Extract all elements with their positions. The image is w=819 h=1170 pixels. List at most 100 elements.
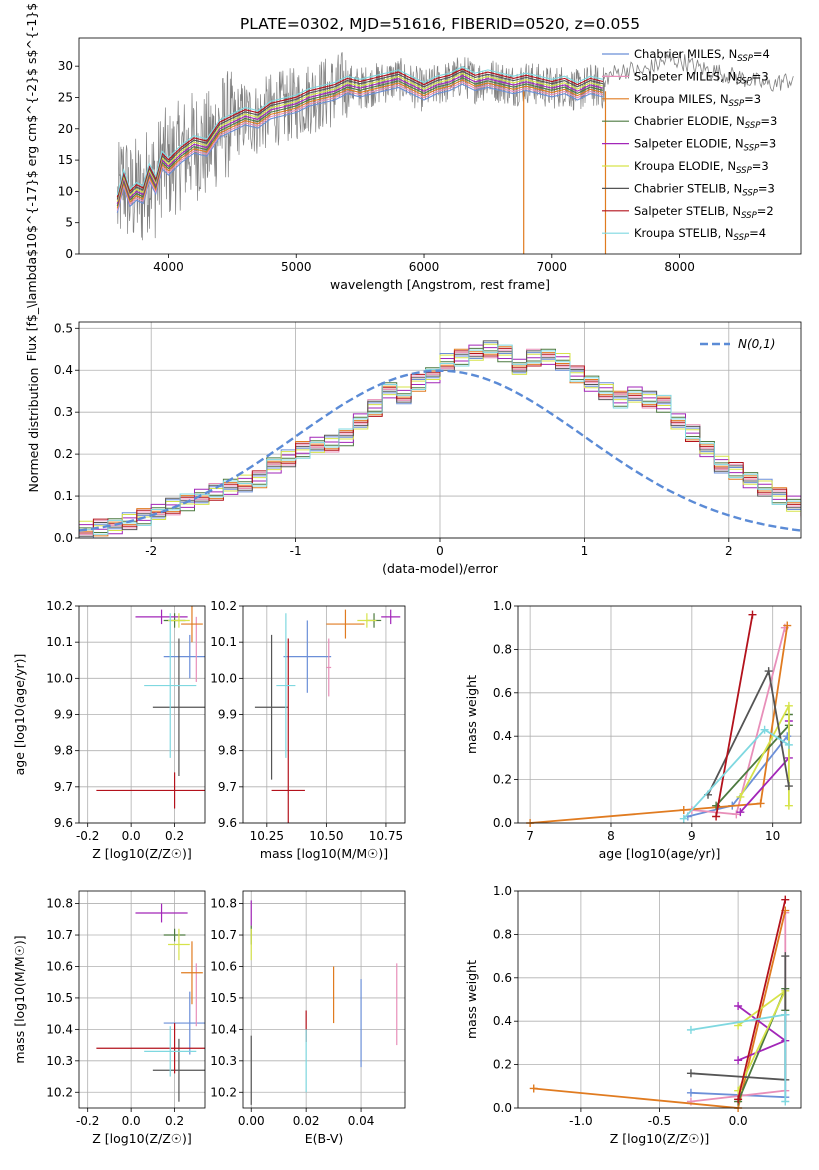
axes-frame [78, 605, 206, 824]
x-tick-label: 8000 [664, 260, 695, 274]
y-tick-label: 10.0 [46, 671, 73, 685]
legend-label: Chabrier MILES, NSSP=4 [634, 47, 770, 64]
weight-marker [712, 812, 721, 821]
observed-spectrum-tail [602, 52, 794, 92]
x-tick-label: -0.5 [648, 1114, 671, 1128]
y-tick-label: 10.6 [210, 959, 237, 973]
y-axis-label: age [log10(age/yr)] [12, 654, 27, 776]
x-tick-label: 9 [688, 829, 696, 843]
x-tick-label: -2 [145, 544, 157, 558]
weight-marker [781, 1010, 790, 1019]
figure-title: PLATE=0302, MJD=51616, FIBERID=0520, z=0… [240, 15, 640, 33]
axes-frame [517, 605, 802, 824]
y-tick-label: 10.2 [210, 1085, 237, 1099]
x-tick-label: 6000 [409, 260, 440, 274]
weight-line [715, 614, 754, 817]
x-axis-label: Z [log10(Z/Z☉)] [92, 1131, 192, 1146]
weight-marker [784, 701, 793, 710]
y-tick-label: 10 [58, 184, 73, 198]
weight-marker [748, 610, 757, 619]
y-tick-label: 10.6 [46, 959, 73, 973]
y-tick-label: 10.2 [46, 599, 73, 613]
legend-label: N(0,1) [738, 337, 775, 351]
y-tick-label: 1.0 [493, 599, 512, 613]
y-tick-label: 10.5 [210, 991, 237, 1005]
y-tick-label: 1.0 [493, 884, 512, 898]
y-tick-label: 10.3 [210, 1054, 237, 1068]
y-tick-label: 0.0 [54, 531, 73, 545]
weight-marker [783, 732, 792, 741]
axes-frame [517, 890, 802, 1109]
y-axis-label: mass weight [464, 960, 479, 1039]
y-tick-label: 15 [58, 153, 73, 167]
y-tick-label: 0.4 [54, 363, 73, 377]
y-tick-label: 30 [58, 59, 73, 73]
x-axis-label: mass [log10(M/M☉)] [260, 846, 388, 861]
x-tick-label: 0.2 [165, 829, 184, 843]
y-tick-label: 0.5 [54, 321, 73, 335]
x-tick-label: 4000 [153, 260, 184, 274]
mass-vs-age-panel: 10.25 10.50 10.75 9.6 9.7 9.8 9.9 10.0 10.1 10.2 m… [210, 599, 406, 861]
y-tick-label: 10.8 [46, 897, 73, 911]
z-mass-weight-panel: -1.0 -0.5 0.0 0.0 0.2 0.4 0.6 0.8 1.0 Z [log10(Z/… [464, 884, 802, 1146]
x-tick-label: 0.0 [122, 1114, 141, 1128]
y-tick-label: 9.6 [218, 816, 237, 830]
residual-histogram-panel: -2 -1 0 1 2 0.0 0.1 0.2 0.3 0.4 0.5 (data-model)/er… [26, 321, 802, 576]
y-tick-label: 5 [65, 216, 73, 230]
y-tick-label: 0.6 [493, 971, 512, 985]
x-axis-label: wavelength [Angstrom, rest frame] [330, 277, 550, 292]
x-tick-label: 0.00 [238, 1114, 265, 1128]
x-tick-label: 0.04 [348, 1114, 375, 1128]
x-axis-label: age [log10(age/yr)] [599, 846, 721, 861]
x-tick-label: 10.75 [369, 829, 403, 843]
weight-marker [529, 1084, 538, 1093]
y-tick-label: 0.0 [493, 1101, 512, 1115]
weight-marker [686, 1069, 695, 1078]
x-tick-label: 5000 [281, 260, 312, 274]
y-tick-label: 10.2 [210, 599, 237, 613]
ebv-vs-mass-panel: 0.00 0.02 0.04 10.2 10.3 10.4 10.5 10.6 10.7 10.8… [210, 890, 406, 1146]
y-tick-label: 0.4 [493, 729, 512, 743]
y-tick-label: 0.1 [54, 489, 73, 503]
x-axis-label: Z [log10(Z/Z☉)] [610, 1131, 710, 1146]
y-tick-label: 9.9 [54, 708, 73, 722]
x-tick-label: 0.0 [729, 1114, 748, 1128]
weight-data [526, 610, 793, 827]
weight-marker [732, 810, 741, 819]
x-tick-label: 2 [725, 544, 733, 558]
errorbar-data [96, 606, 205, 809]
model-fit-kroupa-stelib [116, 66, 604, 196]
weight-line [530, 625, 789, 824]
weight-marker [686, 1088, 695, 1097]
y-tick-label: 9.6 [54, 816, 73, 830]
x-tick-label: 7 [526, 829, 534, 843]
x-axis-label: E(B-V) [305, 1131, 344, 1146]
errorbar-data [96, 903, 205, 1102]
x-tick-label: -1.0 [569, 1114, 592, 1128]
legend-label: Salpeter STELIB, NSSP=2 [634, 204, 774, 221]
weight-marker [734, 1002, 743, 1011]
x-tick-label: 10.25 [250, 829, 284, 843]
y-tick-label: 25 [58, 90, 73, 104]
axes-frame [78, 890, 206, 1109]
axes-frame [242, 890, 406, 1109]
weight-marker [784, 782, 793, 791]
weight-marker [783, 621, 792, 630]
x-tick-label: 1 [581, 544, 589, 558]
y-tick-label: 0.2 [493, 773, 512, 787]
y-tick-label: 10.4 [210, 1022, 237, 1036]
z-vs-mass-panel: -0.2 0.0 0.2 10.2 10.3 10.4 10.5 10.6 10.7 10.8 Z … [12, 890, 206, 1146]
y-tick-label: 9.7 [54, 780, 73, 794]
weight-line [737, 899, 787, 1100]
spectrum-panel: 4000 5000 6000 7000 8000 0 5 10 15 20 25 30 waveleng… [24, 0, 802, 361]
normal-curve [79, 369, 801, 532]
plot-area [79, 891, 205, 1108]
weight-marker [679, 805, 688, 814]
legend-label: Kroupa ELODIE, NSSP=3 [634, 159, 769, 176]
x-tick-label: 0.02 [293, 1114, 320, 1128]
weight-marker [679, 814, 688, 823]
weight-marker [736, 808, 745, 817]
weight-marker [734, 1056, 743, 1065]
y-axis-label: mass [log10(M/M☉)] [12, 935, 27, 1063]
